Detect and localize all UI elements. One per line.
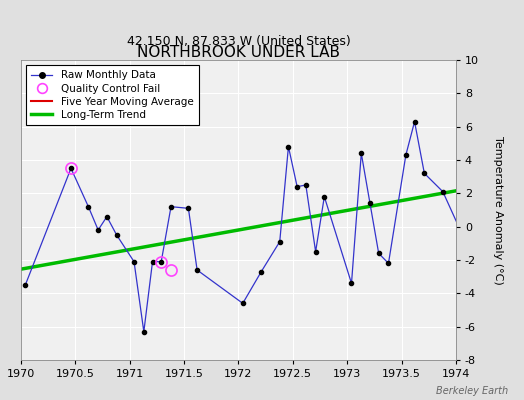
Y-axis label: Temperature Anomaly (°C): Temperature Anomaly (°C) — [493, 136, 503, 284]
Text: 42.150 N, 87.833 W (United States): 42.150 N, 87.833 W (United States) — [126, 35, 351, 48]
Title: NORTHBROOK UNDER LAB: NORTHBROOK UNDER LAB — [137, 45, 340, 60]
Text: Berkeley Earth: Berkeley Earth — [436, 386, 508, 396]
Legend: Raw Monthly Data, Quality Control Fail, Five Year Moving Average, Long-Term Tren: Raw Monthly Data, Quality Control Fail, … — [26, 65, 199, 125]
